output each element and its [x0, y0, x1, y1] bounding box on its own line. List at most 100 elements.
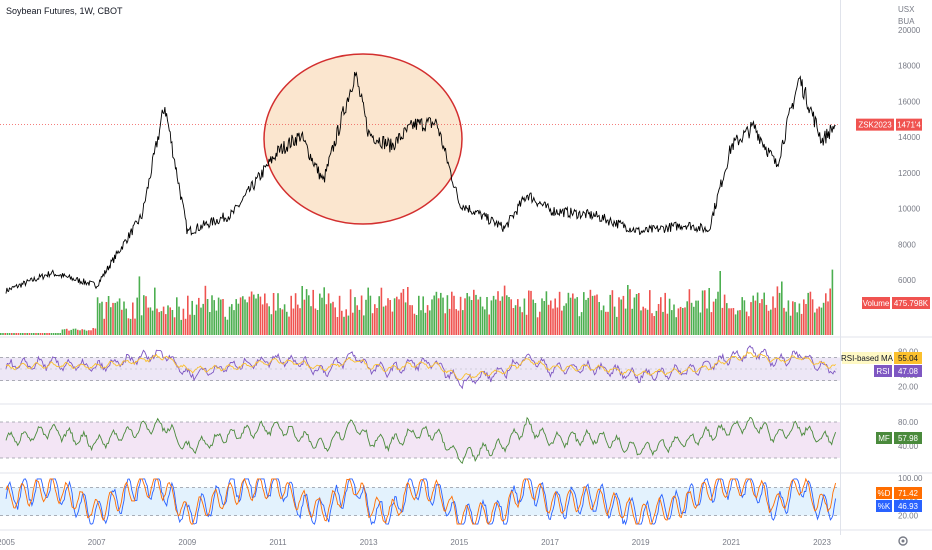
- time-axis-tick-label: 2019: [632, 538, 650, 547]
- volume-bar: [532, 299, 534, 335]
- volume-bar: [330, 303, 332, 335]
- highlight-ellipse: [263, 53, 463, 225]
- volume-bar: [774, 307, 776, 335]
- volume-bar: [624, 308, 627, 335]
- volume-bar: [393, 298, 396, 335]
- volume-bar: [356, 305, 358, 335]
- volume-bar: [693, 306, 695, 335]
- volume-bar: [336, 317, 339, 335]
- volume-bar: [215, 310, 218, 335]
- volume-bar: [602, 305, 605, 335]
- volume-bar: [818, 306, 820, 335]
- volume-bar: [473, 289, 475, 335]
- volume-bar: [576, 297, 578, 335]
- volume-name: Volume: [863, 299, 890, 308]
- volume-bar: [222, 299, 224, 335]
- rsi-value: 47.08: [898, 367, 919, 376]
- volume-bar: [752, 295, 754, 335]
- volume-bar: [547, 304, 550, 335]
- volume-bar: [629, 289, 631, 335]
- oscillator-axis-tick-label: 40.00: [898, 442, 919, 451]
- volume-bar: [292, 308, 295, 335]
- volume-bar: [257, 293, 259, 335]
- volume-bar: [486, 297, 488, 335]
- volume-bar: [827, 301, 829, 335]
- volume-bar: [684, 307, 686, 335]
- volume-bar: [189, 314, 191, 335]
- settings-gear-icon[interactable]: [898, 536, 908, 546]
- volume-bar: [68, 330, 70, 335]
- volume-bar: [642, 306, 644, 335]
- volume-bar: [706, 308, 708, 335]
- volume-bar: [239, 297, 242, 335]
- -d-line: [5, 477, 837, 525]
- volume-bar: [715, 298, 717, 335]
- volume-bar: [259, 296, 262, 335]
- oscillator-axis-tick-label: 20.00: [898, 512, 919, 521]
- volume-bar: [490, 300, 493, 335]
- volume-bar: [37, 333, 39, 335]
- volume-bar: [22, 333, 24, 335]
- volume-bar: [435, 291, 438, 335]
- volume-bar: [510, 299, 512, 335]
- volume-bar: [52, 333, 55, 335]
- volume-bar: [578, 316, 581, 335]
- volume-bar: [613, 306, 616, 335]
- volume-bar: [415, 315, 418, 335]
- volume-bar: [169, 307, 171, 335]
- volume-bar: [497, 291, 499, 335]
- volume-bar: [426, 305, 429, 335]
- volume-bar: [429, 310, 431, 335]
- volume-bar: [334, 307, 336, 335]
- price-axis-tick-label: 10000: [898, 205, 921, 214]
- oscillator-axis-tick-label: 80.00: [898, 418, 919, 427]
- volume-bar: [206, 299, 209, 335]
- rsi-value-box: [894, 365, 922, 377]
- volume-bar: [272, 293, 275, 335]
- currency-label: USX: [898, 5, 915, 14]
- volume-bar: [319, 293, 321, 335]
- volume-bar: [127, 318, 130, 335]
- volume-value-box: [892, 297, 930, 309]
- volume-bar: [105, 302, 108, 335]
- volume-bar: [57, 333, 59, 335]
- volume-bar: [481, 306, 484, 335]
- volume-bar: [0, 333, 2, 335]
- volume-bar: [352, 312, 354, 335]
- volume-bar: [33, 333, 35, 335]
- volume-bar: [792, 301, 794, 335]
- rsi-ma-name-box: [842, 352, 892, 364]
- volume-bar: [750, 302, 752, 335]
- volume-bar: [583, 292, 585, 335]
- volume-bar: [543, 301, 545, 335]
- volume-bar: [184, 318, 187, 335]
- volume-bar: [552, 308, 554, 335]
- volume-bar: [796, 312, 798, 335]
- volume-bar: [704, 290, 706, 335]
- volume-bar: [158, 312, 160, 335]
- volume-bar: [734, 314, 737, 335]
- volume-bar: [807, 292, 809, 335]
- volume-bar: [299, 308, 301, 335]
- volume-bar: [242, 296, 244, 335]
- volume-bar: [418, 295, 420, 335]
- volume-bar: [620, 299, 622, 335]
- oscillator-band: [0, 422, 840, 458]
- volume-bar: [125, 308, 127, 335]
- volume-bar: [59, 333, 61, 335]
- volume-bar: [789, 315, 792, 335]
- volume-bar: [561, 310, 563, 335]
- volume-bar: [545, 291, 548, 335]
- volume-bar: [387, 298, 389, 335]
- volume-bar: [814, 312, 816, 335]
- volume-bar: [202, 303, 204, 335]
- volume-bar: [180, 319, 182, 335]
- volume-bar: [281, 309, 284, 335]
- volume-bar: [596, 294, 598, 335]
- volume-bar: [662, 311, 664, 335]
- volume-bar: [237, 303, 240, 335]
- volume-bar: [741, 297, 743, 335]
- volume-bar: [508, 297, 510, 335]
- volume-bar: [136, 297, 138, 335]
